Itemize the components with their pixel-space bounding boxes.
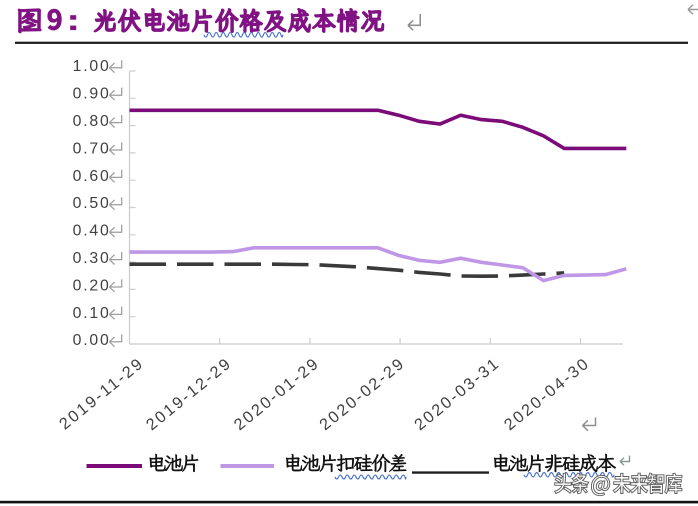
svg-text:1.00: 1.00 <box>73 58 111 75</box>
svg-text:0.40: 0.40 <box>73 223 111 240</box>
svg-text:0.30: 0.30 <box>73 250 111 267</box>
svg-text:0.10: 0.10 <box>73 305 111 322</box>
svg-text:0.70: 0.70 <box>73 140 111 157</box>
svg-text:0.20: 0.20 <box>73 277 111 294</box>
svg-text:0.90: 0.90 <box>73 86 111 103</box>
svg-text:0.60: 0.60 <box>73 168 111 185</box>
svg-text:0.50: 0.50 <box>73 195 111 212</box>
svg-text:0.00: 0.00 <box>73 332 111 349</box>
svg-text:0.80: 0.80 <box>73 113 111 130</box>
